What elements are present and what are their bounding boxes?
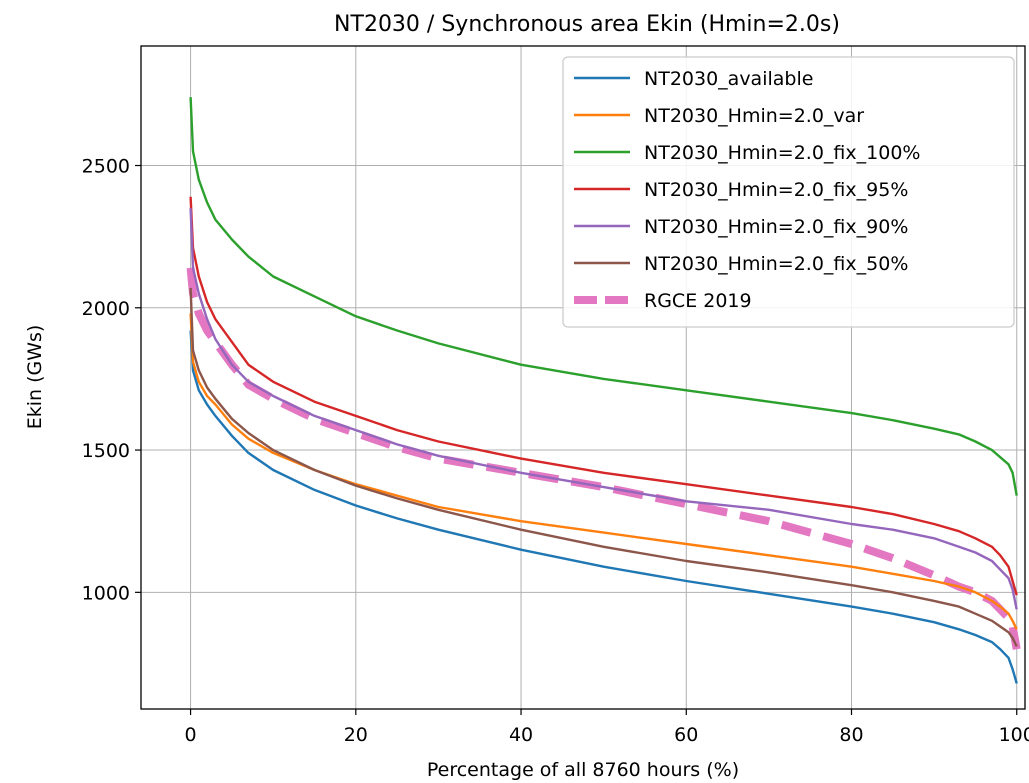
legend-label: NT2030_Hmin=2.0_fix_50% bbox=[644, 253, 908, 275]
legend-label: NT2030_available bbox=[644, 68, 813, 90]
legend-label: NT2030_Hmin=2.0_fix_90% bbox=[644, 216, 908, 238]
x-tick-label: 20 bbox=[344, 724, 368, 746]
y-tick-label: 2000 bbox=[82, 298, 130, 320]
y-axis: 1000 1500 2000 2500 bbox=[82, 156, 141, 604]
x-tick-label: 100 bbox=[999, 724, 1029, 746]
y-axis-title: Ekin (GWs) bbox=[24, 325, 46, 430]
x-tick-label: 80 bbox=[839, 724, 863, 746]
series-line bbox=[189, 287, 1018, 647]
legend-label: RGCE 2019 bbox=[644, 290, 752, 312]
y-tick-label: 1000 bbox=[82, 582, 130, 604]
x-axis: 0 20 40 60 80 100 bbox=[185, 709, 1029, 746]
legend: NT2030_available NT2030_Hmin=2.0_var NT203… bbox=[562, 56, 1015, 328]
x-tick-label: 0 bbox=[185, 724, 197, 746]
legend-label: NT2030_Hmin=2.0_fix_100% bbox=[644, 142, 920, 164]
x-tick-label: 60 bbox=[674, 724, 698, 746]
legend-frame bbox=[562, 56, 1015, 328]
x-axis-title: Percentage of all 8760 hours (%) bbox=[427, 759, 739, 781]
legend-label: NT2030_Hmin=2.0_fix_95% bbox=[644, 179, 908, 201]
series-line bbox=[189, 196, 1018, 596]
series-line bbox=[189, 330, 1018, 684]
series-layer bbox=[186, 97, 1021, 684]
series-line bbox=[189, 208, 1018, 610]
x-tick-label: 40 bbox=[509, 724, 533, 746]
y-tick-label: 1500 bbox=[82, 440, 130, 462]
y-tick-label: 2500 bbox=[82, 156, 130, 178]
plot-area-frame bbox=[140, 45, 1026, 710]
series-line bbox=[189, 97, 1018, 496]
chart-title: NT2030 / Synchronous area Ekin (Hmin=2.0… bbox=[334, 12, 840, 37]
series-line bbox=[189, 313, 1018, 630]
legend-label: NT2030_Hmin=2.0_var bbox=[644, 105, 864, 127]
